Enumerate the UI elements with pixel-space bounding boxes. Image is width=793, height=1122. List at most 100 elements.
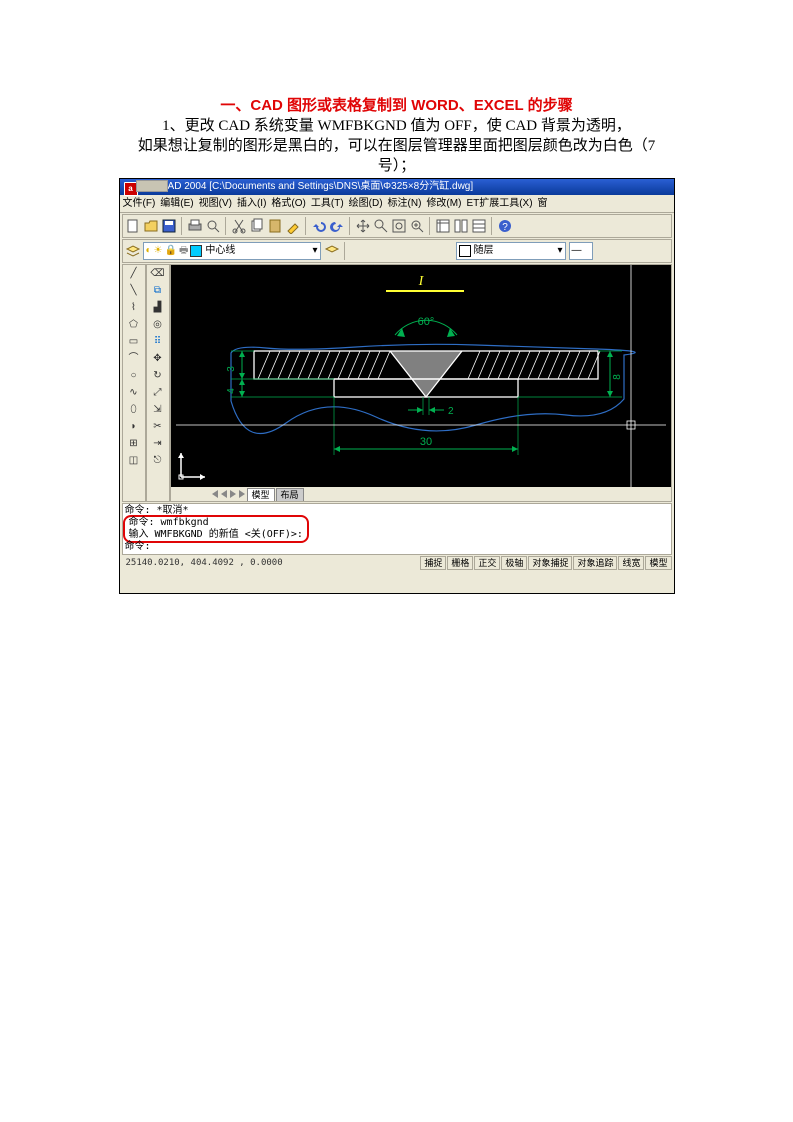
layer-name: 中心线 <box>205 241 235 261</box>
window-title: AutoCAD 2004 [C:\Documents and Settings\… <box>140 181 473 192</box>
rect-icon[interactable]: ▭ <box>126 334 142 350</box>
tab-arrow-last-icon[interactable] <box>239 490 245 498</box>
arc-icon[interactable]: ⌒ <box>126 351 142 367</box>
status-model[interactable]: 模型 <box>645 556 671 570</box>
tab-arrow-next-icon[interactable] <box>230 490 236 498</box>
trim-icon[interactable]: ✂ <box>150 419 166 435</box>
status-snap[interactable]: 捕捉 <box>420 556 446 570</box>
toolbar-layers[interactable]: ◐ ☀ 🔒 🖶 中心线 ▾ 随层 ▾ — <box>122 239 672 263</box>
zoom-prev-icon[interactable] <box>409 218 425 234</box>
layer-color-swatch <box>190 245 202 257</box>
cmd-highlight: 命令: wmfbkgnd 输入 WMFBKGND 的新值 <关(OFF)>: <box>123 515 309 543</box>
cmd-line-4[interactable]: 命令: <box>125 541 151 553</box>
undo-icon[interactable] <box>311 218 327 234</box>
rotate-icon[interactable]: ↻ <box>150 368 166 384</box>
zoom-icon[interactable] <box>373 218 389 234</box>
svg-text:30: 30 <box>419 436 431 448</box>
doc-title: 一、CAD 图形或表格复制到 WORD、EXCEL 的步骤 <box>78 96 715 116</box>
menu-et[interactable]: ET扩展工具(X) <box>466 194 532 214</box>
block-icon[interactable]: ◫ <box>126 453 142 469</box>
dcenter-icon[interactable] <box>453 218 469 234</box>
menu-dim[interactable]: 标注(N) <box>388 194 422 214</box>
scale-icon[interactable]: ⤢ <box>150 385 166 401</box>
tab-layout[interactable]: 布局 <box>276 488 304 501</box>
menu-tools[interactable]: 工具(T) <box>311 194 344 214</box>
array-icon[interactable]: ⠿ <box>150 334 166 350</box>
ellipsearc-icon[interactable]: ◗ <box>126 419 142 435</box>
layer-dropdown[interactable]: ◐ ☀ 🔒 🖶 中心线 ▾ <box>143 242 321 260</box>
insert-icon[interactable]: ⊞ <box>126 436 142 452</box>
drawing-canvas[interactable]: I60°348230 <box>171 265 671 487</box>
xline-icon[interactable]: ╲ <box>126 283 142 299</box>
cmd-line-3: 输入 WMFBKGND 的新值 <关(OFF)>: <box>129 529 303 541</box>
polygon-icon[interactable]: ⬠ <box>126 317 142 333</box>
properties-icon[interactable] <box>435 218 451 234</box>
cmd-line-2: 命令: wmfbkgnd <box>129 517 303 529</box>
ellipse-icon[interactable]: ⬯ <box>126 402 142 418</box>
status-ortho[interactable]: 正交 <box>474 556 500 570</box>
redo-icon[interactable] <box>329 218 345 234</box>
copy-icon[interactable] <box>249 218 265 234</box>
break-icon[interactable]: ⎋ <box>150 453 166 469</box>
mirror-icon[interactable]: ▟ <box>150 300 166 316</box>
paste-icon[interactable] <box>267 218 283 234</box>
status-lwt[interactable]: 线宽 <box>618 556 644 570</box>
modify-toolbar[interactable]: ⌫ ⧉ ▟ ◎ ⠿ ✥ ↻ ⤢ ⇲ ✂ ⇥ ⎋ <box>146 264 170 502</box>
tab-model[interactable]: 模型 <box>247 488 275 501</box>
status-osnap[interactable]: 对象捕捉 <box>528 556 572 570</box>
ucs-icon <box>177 447 211 481</box>
status-toggles[interactable]: 捕捉 栅格 正交 极轴 对象捕捉 对象追踪 线宽 模型 <box>419 556 671 570</box>
menu-window[interactable]: 窗 <box>538 194 548 214</box>
layer-prev-icon[interactable] <box>324 243 340 259</box>
status-otrack[interactable]: 对象追踪 <box>573 556 617 570</box>
toolpal-icon[interactable] <box>471 218 487 234</box>
matchprop-icon[interactable] <box>285 218 301 234</box>
menu-draw[interactable]: 绘图(D) <box>349 194 383 214</box>
layout-tabs[interactable]: 模型 布局 <box>171 487 671 501</box>
extend-icon[interactable]: ⇥ <box>150 436 166 452</box>
line-icon[interactable]: ╱ <box>126 266 142 282</box>
draw-toolbar[interactable]: ╱ ╲ ⌇ ⬠ ▭ ⌒ ○ ∿ ⬯ ◗ ⊞ ◫ <box>122 264 146 502</box>
layer-mgr-icon[interactable] <box>125 243 141 259</box>
help-icon[interactable]: ? <box>497 218 513 234</box>
toolbar-standard[interactable]: ? <box>122 214 672 238</box>
pline-icon[interactable]: ⌇ <box>126 300 142 316</box>
menu-insert[interactable]: 插入(I) <box>237 194 266 214</box>
menu-modify[interactable]: 修改(M) <box>426 194 461 214</box>
model-space[interactable]: I60°348230 模型 布局 <box>170 264 672 502</box>
command-window[interactable]: 命令: *取消* 命令: wmfbkgnd 输入 WMFBKGND 的新值 <关… <box>122 503 672 555</box>
ltype-box[interactable]: — <box>569 242 593 260</box>
menu-format[interactable]: 格式(O) <box>271 194 305 214</box>
move-icon[interactable]: ✥ <box>150 351 166 367</box>
pan-icon[interactable] <box>355 218 371 234</box>
erase-icon[interactable]: ⌫ <box>150 266 166 282</box>
open-icon[interactable] <box>143 218 159 234</box>
spline-icon[interactable]: ∿ <box>126 385 142 401</box>
status-grid[interactable]: 栅格 <box>447 556 473 570</box>
copy2-icon[interactable]: ⧉ <box>150 283 166 299</box>
zoom-window-icon[interactable] <box>391 218 407 234</box>
new-icon[interactable] <box>125 218 141 234</box>
menu-file[interactable]: 文件(F) <box>123 194 156 214</box>
svg-text:2: 2 <box>448 406 454 417</box>
preview-icon[interactable] <box>205 218 221 234</box>
color-swatch <box>459 245 471 257</box>
linetype-dropdown[interactable]: 随层 ▾ <box>456 242 566 260</box>
chevron-down-icon[interactable]: ▾ <box>557 241 562 261</box>
menu-view[interactable]: 视图(V) <box>199 194 232 214</box>
cut-icon[interactable] <box>231 218 247 234</box>
cad-drawing: I60°348230 <box>171 265 671 487</box>
save-icon[interactable] <box>161 218 177 234</box>
tab-arrow-prev-icon[interactable] <box>221 490 227 498</box>
hscrollbar[interactable] <box>308 488 671 500</box>
print-icon[interactable] <box>187 218 203 234</box>
menu-edit[interactable]: 编辑(E) <box>160 194 193 214</box>
stretch-icon[interactable]: ⇲ <box>150 402 166 418</box>
tab-arrow-first-icon[interactable] <box>212 490 218 498</box>
circle-icon[interactable]: ○ <box>126 368 142 384</box>
svg-text:60°: 60° <box>417 316 434 328</box>
menu-bar[interactable]: 文件(F) 编辑(E) 视图(V) 插入(I) 格式(O) 工具(T) 绘图(D… <box>120 195 674 213</box>
chevron-down-icon[interactable]: ▾ <box>312 241 317 261</box>
status-polar[interactable]: 极轴 <box>501 556 527 570</box>
offset-icon[interactable]: ◎ <box>150 317 166 333</box>
